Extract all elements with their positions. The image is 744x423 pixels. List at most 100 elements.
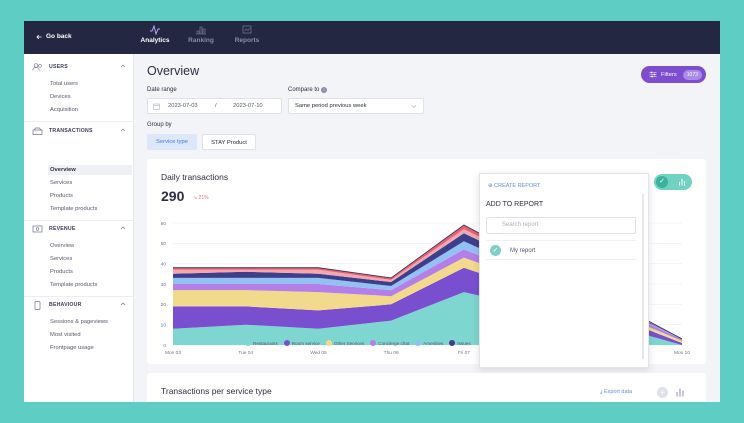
sidebar-item-revenue-products[interactable]: Products xyxy=(50,269,73,275)
report-name: My report xyxy=(510,248,536,254)
daily-transactions-title: Daily transactions xyxy=(161,172,229,182)
x-tick-label: Fri 07 xyxy=(458,350,471,356)
compare-to-value: Same period previous week xyxy=(295,103,367,109)
filter-sliders-icon xyxy=(649,71,657,78)
add-button[interactable]: + xyxy=(657,387,668,398)
sidebar: USERS Total users Devices Acquisition TR… xyxy=(24,54,134,402)
bar-chart-icon[interactable] xyxy=(678,178,686,186)
y-tick-label: 30 xyxy=(161,282,167,288)
legend-swatch xyxy=(325,340,332,346)
tab-analytics[interactable]: Analytics xyxy=(135,25,175,44)
legend-swatch xyxy=(245,340,251,346)
date-to[interactable]: 2023-07-10 xyxy=(233,103,263,109)
sidebar-section-users[interactable]: USERS xyxy=(32,60,128,74)
tab-analytics-label: Analytics xyxy=(140,37,170,44)
sidebar-item-transactions-products[interactable]: Products xyxy=(50,193,73,199)
area-series-room-service[interactable] xyxy=(173,267,682,345)
report-list-item[interactable]: ✓ My report xyxy=(486,240,636,260)
group-by-service-type-button[interactable]: Service type xyxy=(147,134,197,150)
daily-transactions-delta-value: 21% xyxy=(198,195,209,201)
compare-to-select[interactable]: Same period previous week xyxy=(288,98,424,114)
sidebar-item-transactions-services[interactable]: Services xyxy=(50,180,73,186)
chevron-down-icon xyxy=(411,105,417,108)
legend-swatch xyxy=(370,340,377,346)
analytics-icon xyxy=(150,25,160,35)
search-report-input[interactable]: Search report xyxy=(486,217,636,234)
sidebar-divider xyxy=(24,220,134,221)
phone-icon xyxy=(34,300,41,310)
add-to-report-heading: ADD TO REPORT xyxy=(486,201,544,208)
legend-label: Other Services xyxy=(333,340,365,346)
sidebar-section-transactions[interactable]: TRANSACTIONS xyxy=(32,124,128,138)
legend-label: Room service xyxy=(291,340,320,346)
x-tick-label: Wed 05 xyxy=(310,350,327,356)
sidebar-section-behaviour-title: BEHAVIOUR xyxy=(49,302,82,308)
sidebar-item-revenue-services[interactable]: Services xyxy=(50,256,73,262)
sidebar-item-frontpage-usage[interactable]: Frontpage usage xyxy=(50,345,94,351)
sidebar-divider xyxy=(24,296,134,297)
popup-scrollbar[interactable] xyxy=(642,194,644,359)
sidebar-item-devices[interactable]: Devices xyxy=(50,94,71,100)
tab-reports[interactable]: Reports xyxy=(227,25,267,44)
sidebar-item-total-users[interactable]: Total users xyxy=(50,81,79,87)
daily-transactions-total: 290 xyxy=(161,188,185,204)
chevron-up-icon xyxy=(120,226,126,230)
chart-view-toggle[interactable]: ✓ xyxy=(654,174,692,190)
sidebar-section-revenue[interactable]: REVENUE xyxy=(32,222,128,236)
sidebar-item-revenue-template-products[interactable]: Template products xyxy=(50,282,98,288)
trend-down-icon: ↘ xyxy=(193,195,198,201)
x-tick-label: Thu 06 xyxy=(384,350,399,356)
sidebar-section-behaviour[interactable]: BEHAVIOUR xyxy=(32,298,128,312)
legend-item-concierge-chat[interactable]: Concierge chat xyxy=(370,340,409,346)
users-icon xyxy=(32,63,42,71)
date-separator: / xyxy=(215,103,217,109)
filters-count-badge: 1073 xyxy=(682,69,702,80)
sidebar-section-transactions-title: TRANSACTIONS xyxy=(49,128,93,134)
x-tick-label: Tue 04 xyxy=(238,350,253,356)
check-icon: ✓ xyxy=(656,176,668,188)
reports-icon xyxy=(242,25,252,34)
sidebar-item-sessions-pageviews[interactable]: Sessions & pageviews xyxy=(50,319,108,325)
sidebar-item-transactions-template-products[interactable]: Template products xyxy=(50,206,98,212)
ranking-icon xyxy=(196,26,206,35)
add-to-report-popup: ⊕ CREATE REPORT ADD TO REPORT Search rep… xyxy=(479,173,649,368)
legend-item-restaurants[interactable]: Restaurants xyxy=(245,340,278,346)
chevron-up-icon xyxy=(120,64,126,68)
transactions-per-service-title: Transactions per service type xyxy=(161,386,272,396)
sidebar-item-revenue-overview[interactable]: Overview xyxy=(50,243,75,249)
transactions-icon xyxy=(32,127,43,135)
sidebar-divider xyxy=(24,121,134,122)
filters-button-label: Filters xyxy=(661,71,677,78)
legend-label: Concierge chat xyxy=(378,340,410,346)
legend-item-amenities[interactable]: Amenities xyxy=(415,340,443,346)
arrow-left-icon xyxy=(36,34,42,39)
bar-chart-icon[interactable] xyxy=(675,387,685,397)
transactions-per-service-card: Transactions per service type ⤓ Export d… xyxy=(147,373,706,402)
sidebar-item-most-visited[interactable]: Most visited xyxy=(50,332,81,338)
group-by-label: Group by xyxy=(147,122,172,128)
legend-label: Amenities xyxy=(423,340,444,346)
app-window: Go back Analytics Ranking Reports USERS … xyxy=(24,21,720,402)
legend-item-other-services[interactable]: Other Services xyxy=(325,340,365,346)
legend-swatch xyxy=(449,340,456,346)
tab-ranking[interactable]: Ranking xyxy=(181,25,221,44)
y-tick-label: 60 xyxy=(161,221,167,227)
go-back-link[interactable]: Go back xyxy=(36,33,72,40)
legend-item-room-service[interactable]: Room service xyxy=(283,340,320,346)
filters-button[interactable]: Filters 1073 xyxy=(641,66,706,83)
group-by-stay-product-button[interactable]: STAY Product xyxy=(202,134,256,150)
legend-label: Issues xyxy=(457,340,471,346)
check-circle-icon[interactable]: ✓ xyxy=(490,245,501,256)
tab-reports-label: Reports xyxy=(234,37,260,44)
info-icon[interactable]: i xyxy=(321,87,328,93)
date-range-picker[interactable]: 2023-07-03 / 2023-07-10 xyxy=(147,98,282,114)
y-tick-label: 0 xyxy=(163,343,166,349)
export-data-link[interactable]: ⤓ Export data xyxy=(600,389,632,396)
date-from[interactable]: 2023-07-03 xyxy=(168,103,198,109)
top-navbar: Go back Analytics Ranking Reports xyxy=(24,21,720,54)
date-range-label: Date range xyxy=(147,87,177,93)
sidebar-item-acquisition[interactable]: Acquisition xyxy=(50,107,79,113)
create-report-link[interactable]: ⊕ CREATE REPORT xyxy=(488,183,540,189)
sidebar-item-transactions-overview[interactable]: Overview xyxy=(48,165,132,175)
legend-item-issues[interactable]: Issues xyxy=(449,340,471,346)
